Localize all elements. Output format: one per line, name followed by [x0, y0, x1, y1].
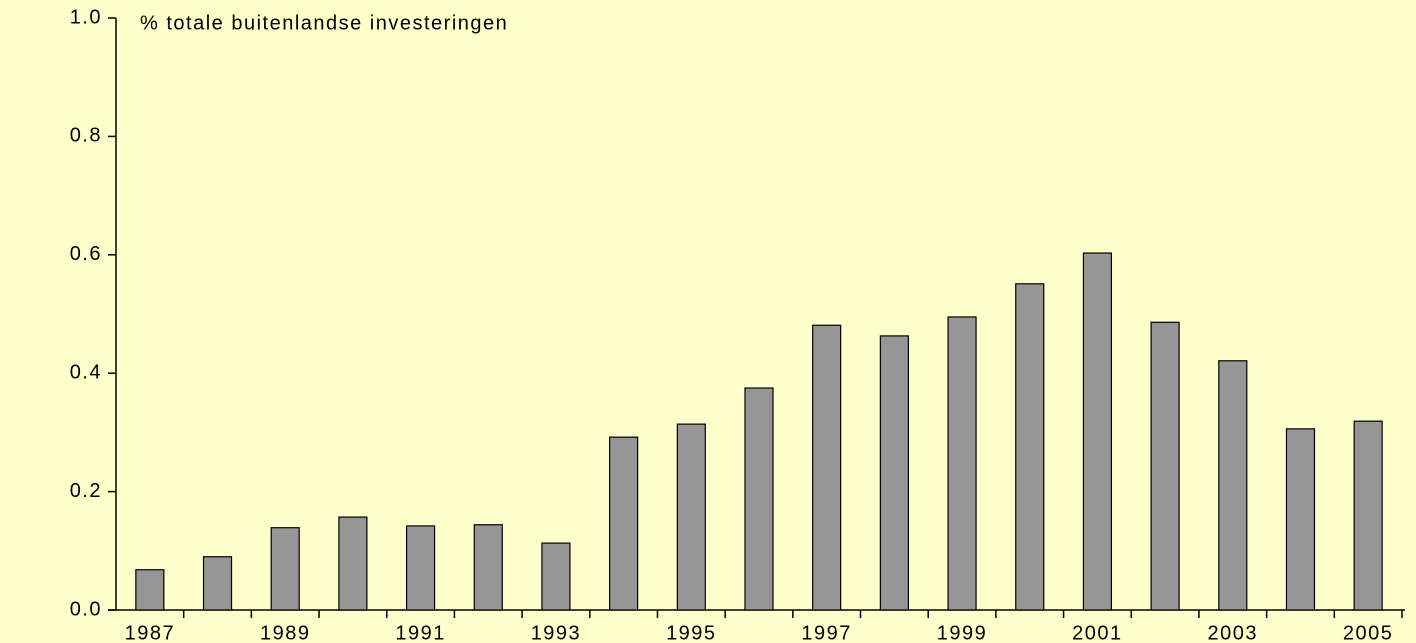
bar — [1082, 252, 1113, 611]
y-tick-label: 0.0 — [70, 598, 102, 620]
bar — [1150, 321, 1180, 611]
x-tick-label: 1987 — [125, 622, 176, 643]
x-tick-label: 2005 — [1343, 622, 1394, 643]
bar — [744, 387, 774, 611]
bar — [947, 316, 977, 611]
bar — [609, 436, 639, 611]
bar — [1285, 428, 1316, 611]
x-tick-label: 1997 — [801, 622, 852, 643]
y-tick-label: 0.8 — [70, 125, 102, 147]
bar — [202, 556, 233, 611]
bar — [473, 524, 503, 611]
x-tick-label: 1991 — [395, 622, 446, 643]
y-tick-label: 0.4 — [70, 361, 102, 383]
y-tick-label: 1.0 — [70, 6, 102, 28]
y-tick-label: 0.2 — [70, 480, 102, 502]
x-tick-label: 1993 — [531, 622, 582, 643]
x-tick-label: 2001 — [1072, 622, 1123, 643]
bar — [812, 324, 842, 611]
y-tick-label: 0.6 — [70, 243, 102, 265]
bar — [1353, 420, 1383, 611]
x-tick-label: 2003 — [1208, 622, 1259, 643]
x-tick-label: 1989 — [260, 622, 311, 643]
x-tick-label: 1999 — [937, 622, 988, 643]
x-tick-label: 1995 — [666, 622, 717, 643]
bar — [879, 335, 909, 611]
bar — [405, 525, 436, 611]
bar — [338, 516, 368, 611]
bar — [676, 423, 706, 611]
bar — [541, 542, 571, 611]
bar — [270, 527, 300, 611]
chart-title: % totale buitenlandse investeringen — [140, 12, 508, 34]
bar — [1015, 283, 1045, 611]
bar — [135, 569, 165, 611]
bar — [1218, 360, 1248, 611]
